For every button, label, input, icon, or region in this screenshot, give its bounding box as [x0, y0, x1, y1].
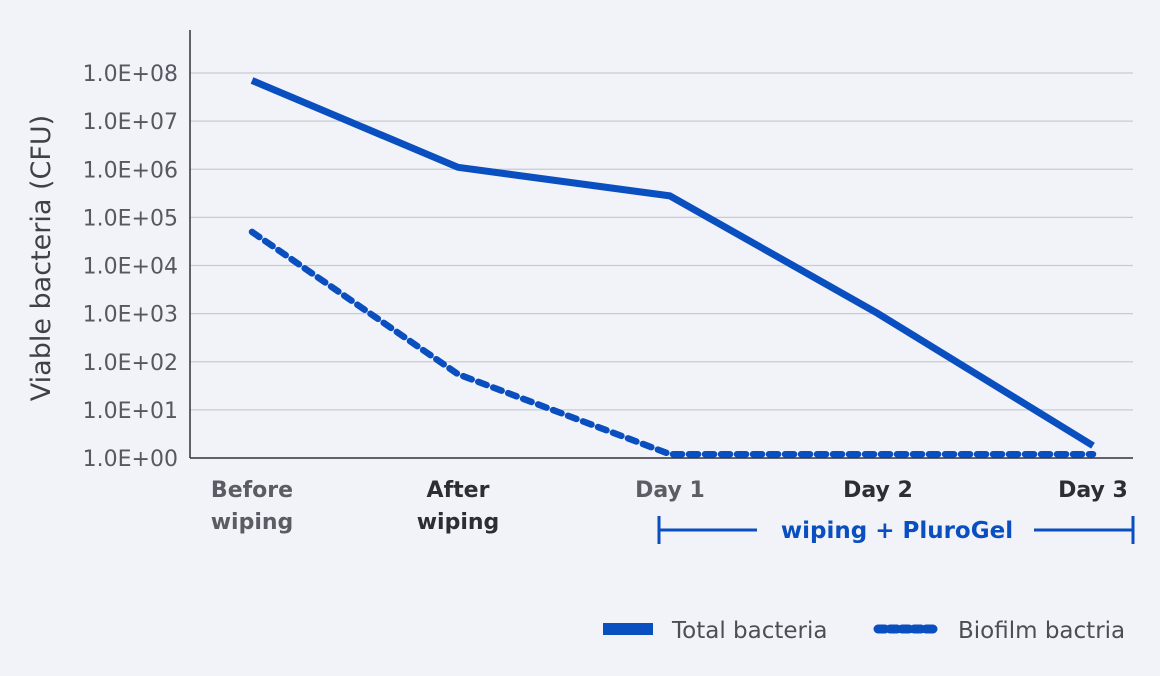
x-category-label: wiping — [417, 510, 500, 535]
y-tick-label: 1.0E+07 — [83, 110, 178, 135]
x-category-label: Before — [211, 478, 293, 503]
x-category-label: wiping — [211, 510, 294, 535]
y-axis-label: Viable bacteria (CFU) — [26, 115, 57, 401]
y-tick-label: 1.0E+04 — [83, 255, 178, 280]
series-line-total-bacteria — [250, 77, 1095, 449]
y-tick-label: 1.0E+01 — [83, 399, 178, 424]
y-tick-labels: 1.0E+00 1.0E+01 1.0E+02 1.0E+03 1.0E+04 1.0E+… — [83, 62, 178, 472]
legend-label-biofilm-bactria: Biofilm bactria — [958, 618, 1125, 644]
y-tick-label: 1.0E+02 — [83, 351, 178, 376]
range-label: wiping + PluroGel — [781, 518, 1013, 544]
x-category-labels: Before wiping After wiping Day 1 Day 2 Day 3 — [211, 478, 1128, 535]
series-lines — [248, 77, 1097, 458]
y-tick-label: 1.0E+05 — [83, 206, 178, 231]
series-line-biofilm-bactria — [248, 228, 1097, 458]
y-tick-label: 1.0E+03 — [83, 303, 178, 328]
y-tick-label: 1.0E+06 — [83, 158, 178, 183]
y-tick-label: 1.0E+00 — [83, 447, 178, 472]
treatment-range-annotation: wiping + PluroGel — [657, 516, 1135, 544]
legend-label-total-bacteria: Total bacteria — [671, 618, 827, 644]
y-tick-label: 1.0E+08 — [83, 62, 178, 87]
x-category-label: After — [427, 478, 490, 503]
x-category-label: Day 2 — [843, 478, 913, 503]
legend: Total bacteria Biofilm bactria — [603, 618, 1125, 644]
x-category-label: Day 1 — [635, 478, 705, 503]
x-category-label: Day 3 — [1058, 478, 1128, 503]
